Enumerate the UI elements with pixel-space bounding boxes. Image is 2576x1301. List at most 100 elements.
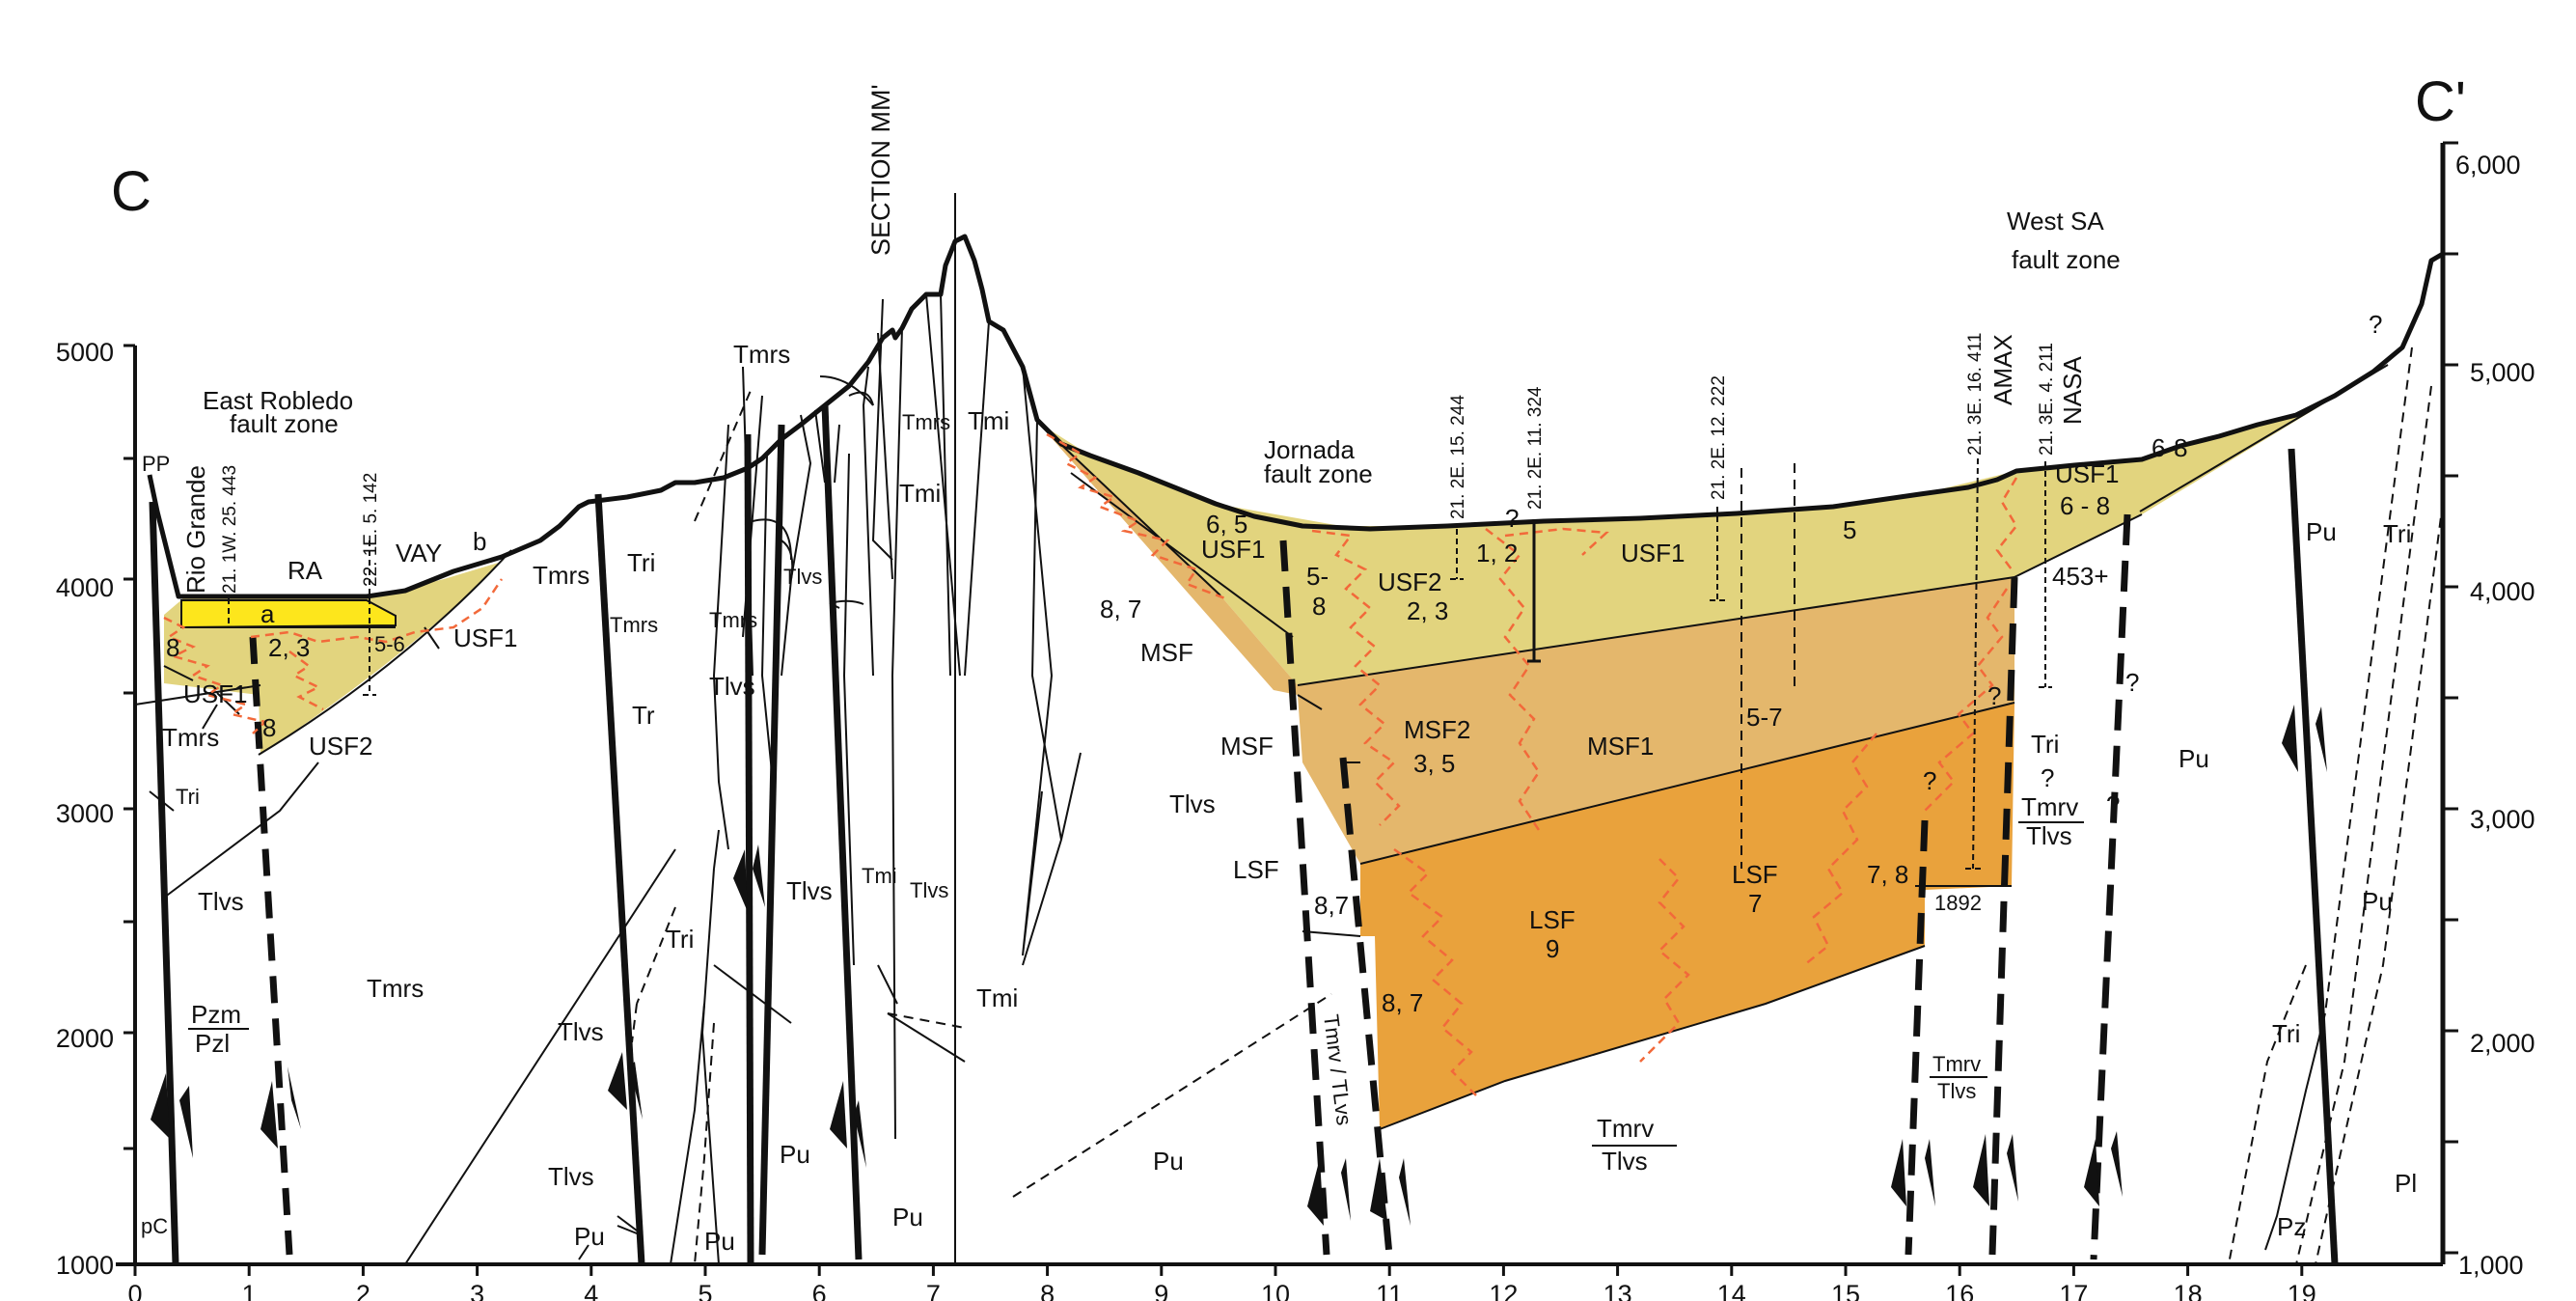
- faults: [149, 404, 2339, 1265]
- unit-fills: [164, 365, 2388, 1129]
- label-tri-east2: Tri: [2383, 519, 2411, 548]
- left-tick-1000: 1000: [56, 1251, 114, 1280]
- fraction-bars: [188, 821, 2084, 1147]
- label-tlvs-3: Tlvs: [709, 672, 755, 701]
- label-tmi-3: Tmi: [976, 983, 1018, 1012]
- label-usf2-west: USF2: [1378, 567, 1441, 596]
- left-tick-4000: 4000: [56, 573, 114, 602]
- label-tmrv-3: Tmrv: [1932, 1052, 1981, 1076]
- well-rio-grande-id: 21. 1W. 25. 443: [220, 465, 240, 594]
- label-vay: VAY: [396, 539, 442, 567]
- label-58: 5-: [1306, 562, 1329, 591]
- label-tmrv-1: Tmrv: [2021, 792, 2078, 821]
- east-robledo-label-2: fault zone: [230, 409, 339, 438]
- label-tmi-small: Tmi: [862, 864, 897, 888]
- label-tri-3: Tri: [666, 925, 694, 954]
- label-68: 6-8: [2151, 433, 2188, 462]
- unit-labels: PP RA a VAY b USF1 8 2, 3 5-6 USF1 8 USF…: [141, 310, 2417, 1256]
- x-tick-label-9: 9: [1154, 1280, 1168, 1301]
- label-msf2: MSF2: [1404, 715, 1470, 744]
- well-21-2e-15-244: 21. 2E. 15. 244: [1448, 395, 1468, 519]
- fault-5: [821, 404, 863, 1260]
- label-pp: PP: [142, 452, 170, 476]
- label-tmrv-tlvs-rot: Tmrv / TLvs: [1319, 1013, 1357, 1127]
- x-tick-label-0: 0: [127, 1280, 142, 1301]
- label-pu-1: Pu: [574, 1222, 605, 1251]
- label-78: 7, 8: [1867, 860, 1908, 889]
- label-87: 8, 7: [1100, 595, 1141, 623]
- x-tick-label-10: 10: [1261, 1280, 1290, 1301]
- label-pu-east-3: Pu: [2362, 887, 2393, 916]
- fault-east-robledo: [149, 501, 179, 1265]
- well-21-2e-11-324: 21. 2E. 11. 324: [1525, 386, 1546, 510]
- label-8-east-2: 8: [262, 713, 276, 742]
- well-labels: Rio Grande 21. 1W. 25. 443 22. 1E. 5. 14…: [181, 333, 2087, 594]
- x-tick-label-5: 5: [698, 1280, 712, 1301]
- label-pzl: Pzl: [195, 1029, 230, 1058]
- ground-surface: [147, 234, 2445, 599]
- east-robledo-label-1: East Robledo: [203, 386, 353, 415]
- right-tick-2000: 2,000: [2470, 1029, 2535, 1058]
- label-1892: 1892: [1934, 891, 1982, 915]
- unit-contacts: [134, 193, 2444, 1265]
- label-tri-east: Tri: [176, 785, 200, 809]
- label-usf1-east-2: USF1: [183, 679, 247, 708]
- label-pzm: Pzm: [191, 1000, 241, 1029]
- label-23-east: 2, 3: [268, 633, 310, 662]
- label-tmrs-mid: Tmrs: [367, 974, 424, 1003]
- label-q-2: ?: [2369, 310, 2382, 339]
- label-usf1-mid: USF1: [1621, 539, 1685, 567]
- fault-jornada-2: [1339, 757, 1393, 1256]
- label-12: 1, 2: [1476, 539, 1518, 567]
- x-tick-label-14: 14: [1717, 1280, 1746, 1301]
- label-58b: 8: [1312, 592, 1326, 621]
- label-pz: Pz: [2277, 1212, 2306, 1241]
- fault-3: [744, 433, 754, 1265]
- label-pu-2: Pu: [704, 1227, 735, 1256]
- right-axis-ticks: [123, 141, 2458, 1255]
- label-tmrs-top: Tmrs: [733, 340, 790, 369]
- right-tick-6000: 6,000: [2455, 151, 2521, 180]
- label-tr: Tr: [632, 701, 655, 730]
- label-pl: Pl: [2395, 1169, 2417, 1198]
- well-21-2e-12-222: 21. 2E. 12. 222: [1709, 375, 1729, 500]
- x-ticks: [133, 1264, 2304, 1276]
- label-q-7: ?: [1923, 766, 1936, 795]
- well-amax-name: AMAX: [1988, 334, 2017, 405]
- west-sa-label-1: West SA: [2007, 207, 2104, 235]
- label-pu-3: Pu: [780, 1140, 810, 1169]
- label-q-6: ?: [2106, 790, 2120, 819]
- label-tlvs-10: Tlvs: [1937, 1079, 1976, 1103]
- fault-jornada-1: [1279, 540, 1330, 1256]
- label-tmrs-5: Tmrs: [902, 410, 950, 434]
- x-tick-label-17: 17: [2059, 1280, 2088, 1301]
- label-pu-5: Pu: [1153, 1147, 1184, 1176]
- usf-main-basin: [1037, 365, 2388, 685]
- label-pu-east: Pu: [2306, 517, 2337, 546]
- label-a: a: [260, 599, 275, 628]
- msf-main-basin: [1037, 422, 2014, 864]
- right-tick-1000: 1,000: [2458, 1251, 2524, 1280]
- label-q-4: ?: [1987, 681, 2001, 710]
- left-tick-3000: 3000: [56, 799, 114, 828]
- label-35: 3, 5: [1413, 749, 1455, 778]
- well-nasa-id: 21. 3E. 4. 211: [2037, 343, 2057, 456]
- left-tick-2000: 2000: [56, 1024, 114, 1053]
- label-tmrv-2: Tmrv: [1597, 1114, 1654, 1143]
- label-tmrs-4: Tmrs: [709, 608, 757, 632]
- fault-west-sa-1: [1905, 819, 1929, 1256]
- jornada-label-2: fault zone: [1264, 459, 1373, 488]
- x-tick-label-2: 2: [356, 1280, 370, 1301]
- label-usf2-east: USF2: [309, 732, 372, 761]
- x-tick-label-11: 11: [1376, 1280, 1403, 1301]
- x-tick-label-19: 19: [2288, 1280, 2316, 1301]
- left-axis-labels: 5000 4000 3000 2000 1000: [56, 338, 114, 1280]
- section-end-label: C': [2415, 70, 2466, 133]
- displacement-arrows: [151, 705, 2327, 1226]
- jornada-label-1: Jornada: [1264, 435, 1355, 464]
- label-tlvs-7: Tlvs: [2026, 821, 2072, 850]
- label-q-3: ?: [2125, 668, 2139, 697]
- label-tmrs-2: Tmrs: [533, 561, 589, 590]
- label-tlvs-6: Tlvs: [786, 876, 833, 905]
- label-usf1-east2: USF1: [2055, 459, 2119, 488]
